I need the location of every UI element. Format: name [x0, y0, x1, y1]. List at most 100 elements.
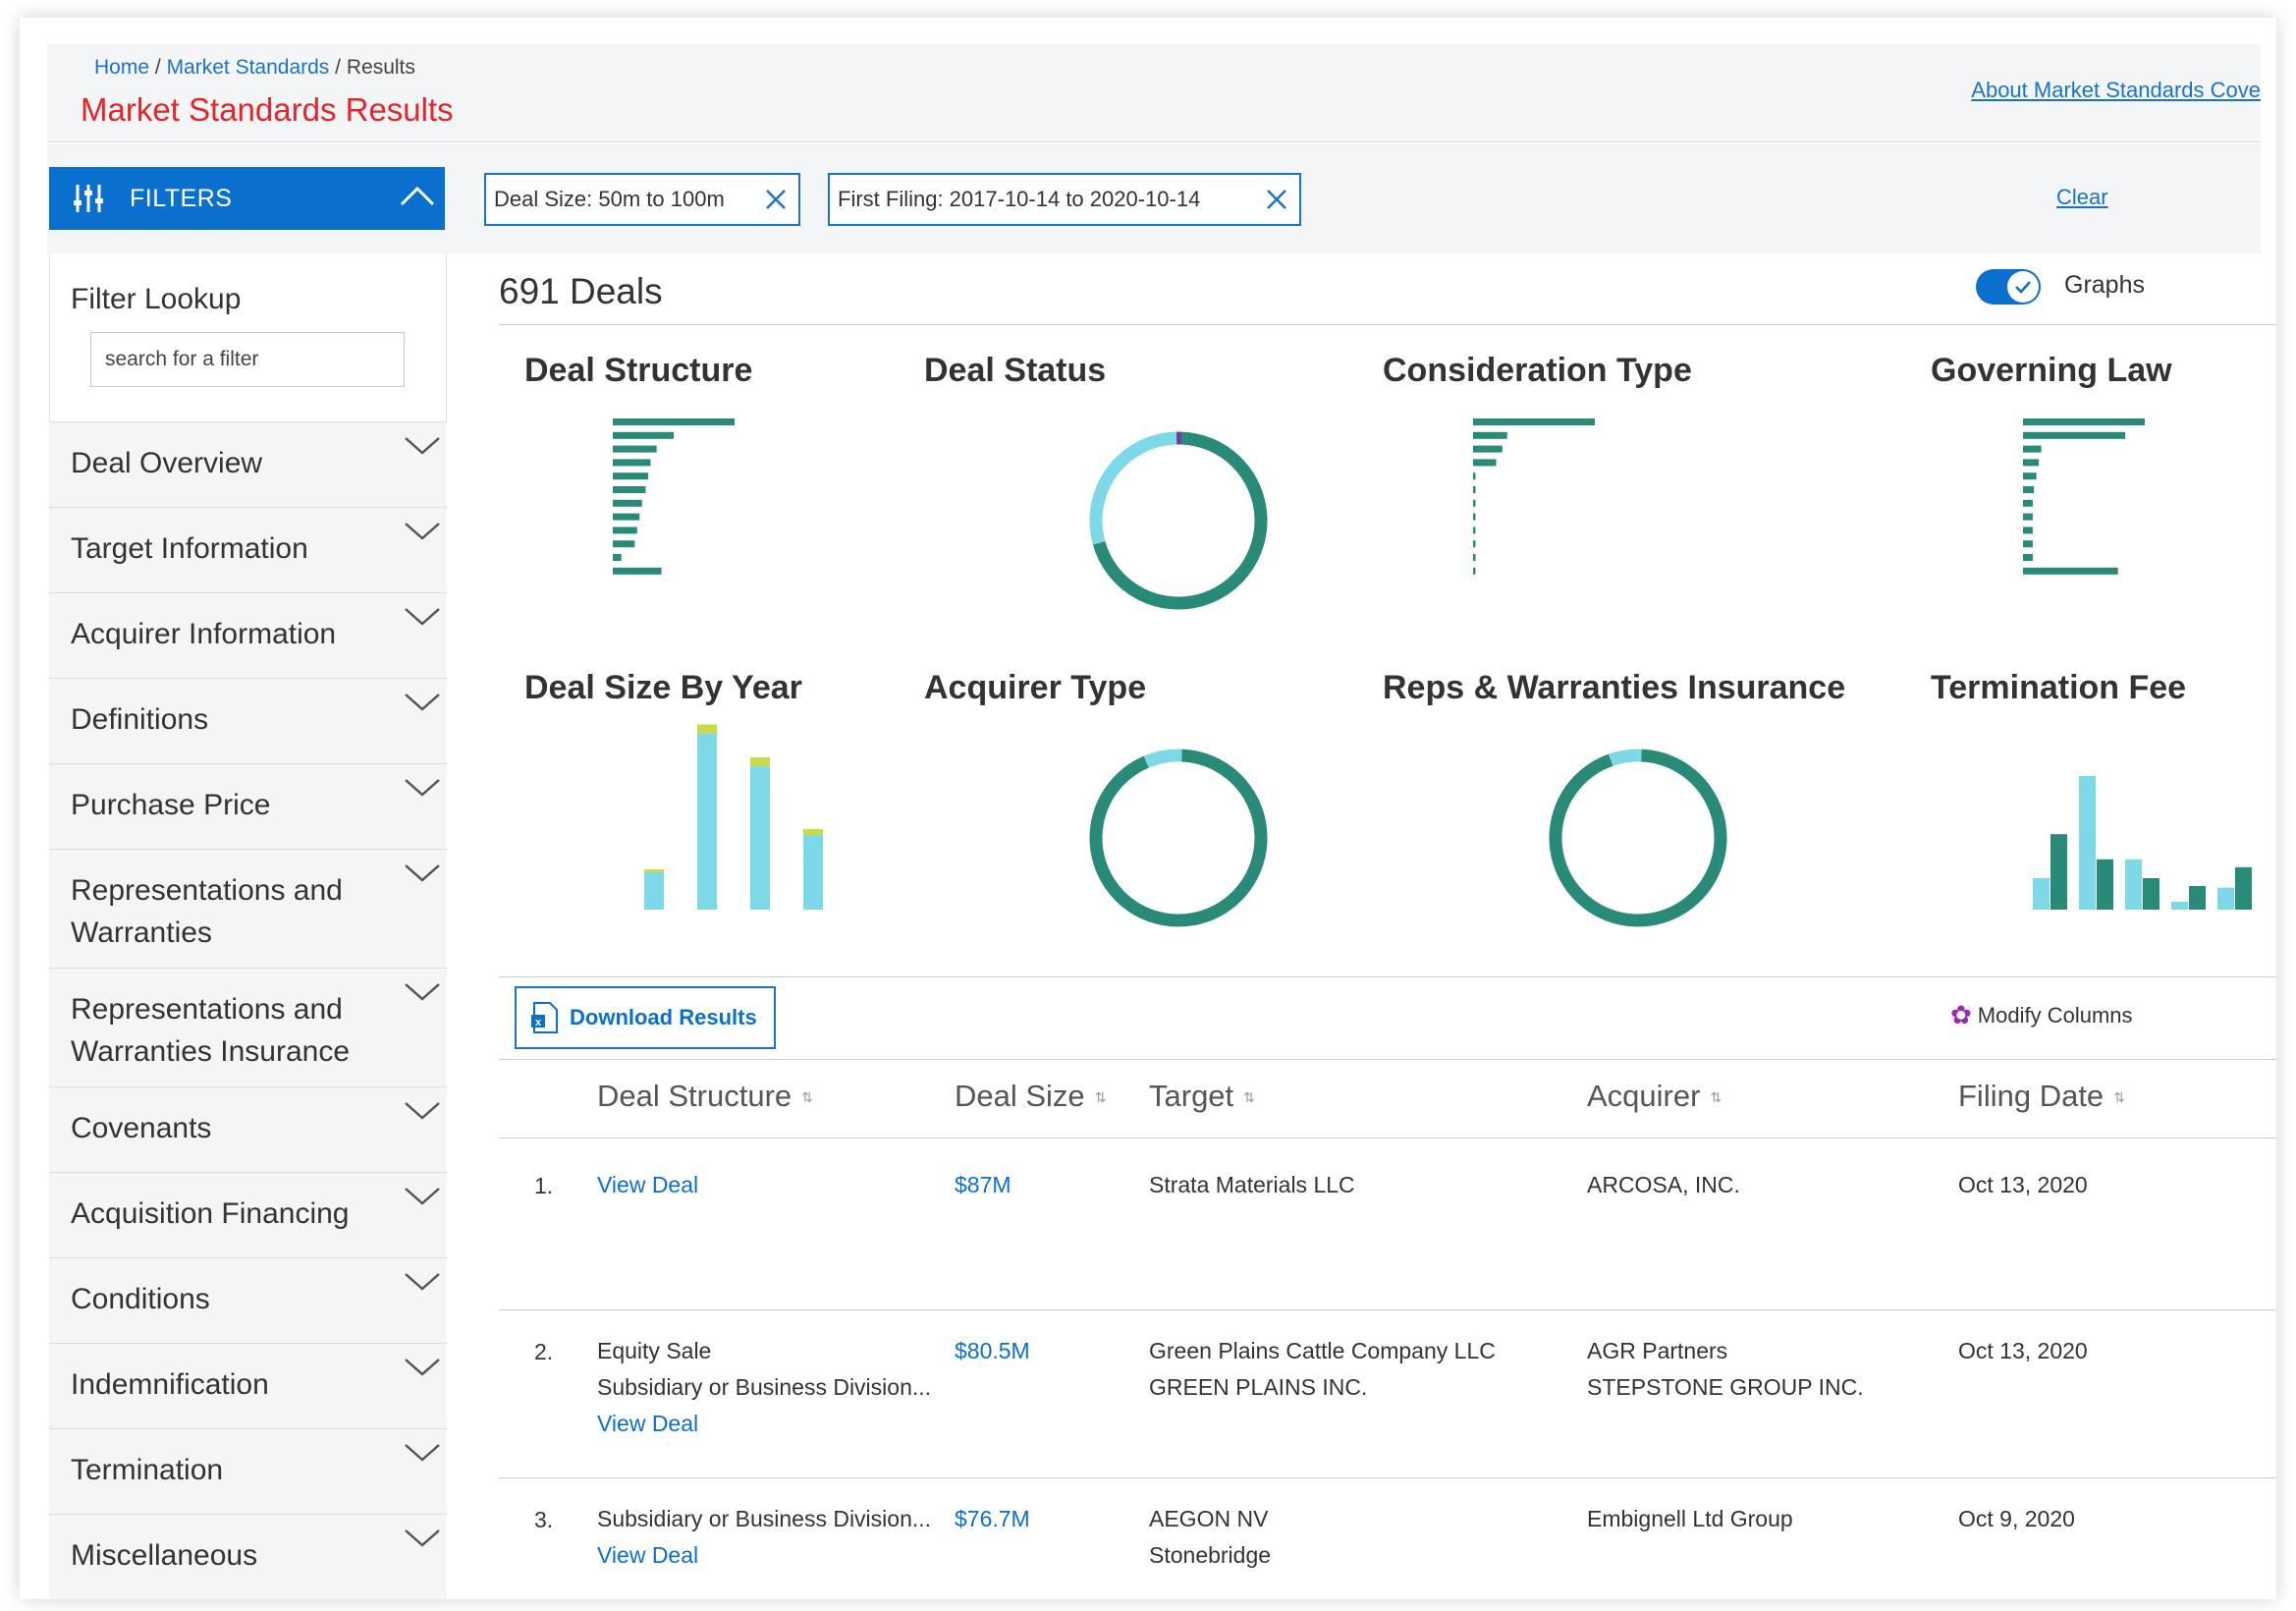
divider — [499, 1138, 2276, 1139]
chevron-down-icon — [405, 1359, 440, 1376]
column-header-label: Filing Date — [1958, 1079, 2105, 1113]
clear-filters-link[interactable]: Clear — [2056, 185, 2108, 209]
chart-bar — [2235, 866, 2252, 910]
filter-chip-label: First Filing: 2017-10-14 to 2020-10-14 — [838, 187, 1201, 211]
chart-bar — [1473, 472, 1476, 480]
filter-lookup-label: Filter Lookup — [71, 283, 242, 315]
chart-bar — [2023, 485, 2035, 493]
breadcrumb-home-link[interactable]: Home — [94, 56, 150, 79]
sidebar-item-covenants[interactable]: Covenants — [49, 1087, 447, 1173]
donut-segment — [1549, 749, 1727, 927]
column-header-filing-date[interactable]: Filing Date ⇅ — [1958, 1079, 2125, 1114]
sort-icon[interactable]: ⇅ — [1094, 1089, 1107, 1106]
sidebar-item-label: Representations and — [71, 993, 343, 1026]
modify-columns-button[interactable]: ✿ Modify Columns — [1950, 1000, 2133, 1030]
row-number: 3. — [534, 1507, 554, 1532]
donut-segment — [1089, 749, 1268, 927]
chart-title: Deal Size By Year — [524, 669, 802, 706]
view-deal-link[interactable]: View Deal — [597, 1172, 699, 1197]
sort-icon[interactable]: ⇅ — [801, 1089, 813, 1106]
sidebar-item-label: Deal Overview — [71, 447, 263, 479]
sidebar-item-indemnification[interactable]: Indemnification — [49, 1344, 447, 1429]
column-header-deal-structure[interactable]: Deal Structure ⇅ — [597, 1079, 813, 1114]
divider — [499, 324, 2276, 325]
close-icon[interactable] — [1264, 187, 1289, 212]
chevron-down-icon — [405, 1273, 440, 1291]
chart-bar — [613, 527, 637, 534]
chevron-down-icon — [405, 1444, 440, 1462]
close-icon[interactable] — [763, 187, 789, 212]
deal-size-by-year-chart — [644, 724, 823, 910]
about-market-standards-link[interactable]: About Market Standards Cove — [1971, 78, 2261, 102]
chart-title: Termination Fee — [1931, 669, 2187, 706]
sidebar-item-representations-and-warranties[interactable]: Representations and Warranties — [49, 850, 447, 969]
filters-toggle-button[interactable]: FILTERS — [49, 167, 445, 230]
deal-size-link[interactable]: $76.7M — [955, 1506, 1030, 1531]
sort-icon[interactable]: ⇅ — [1710, 1089, 1722, 1106]
chart-bar — [2023, 418, 2145, 425]
sidebar-item-label: Miscellaneous — [71, 1539, 258, 1572]
sidebar-item-purchase-price[interactable]: Purchase Price — [49, 764, 447, 850]
deal-size-link[interactable]: $80.5M — [955, 1338, 1030, 1363]
chart-bar — [1473, 418, 1595, 425]
sidebar-item-acquisition-financing[interactable]: Acquisition Financing — [49, 1173, 447, 1258]
sidebar-item-conditions[interactable]: Conditions — [49, 1258, 447, 1344]
column-header-acquirer[interactable]: Acquirer ⇅ — [1587, 1079, 1722, 1114]
deal-structure-chart — [613, 418, 735, 575]
chevron-down-icon — [405, 983, 440, 1001]
chart-bar — [2171, 902, 2188, 910]
acquirer-type-chart — [1089, 749, 1268, 927]
column-header-label: Acquirer — [1587, 1079, 1701, 1113]
target-name: GREEN PLAINS INC. — [1149, 1374, 1368, 1400]
deal-size-link[interactable]: $87M — [955, 1172, 1011, 1197]
sidebar-item-label: Conditions — [71, 1283, 210, 1315]
sidebar-item-miscellaneous[interactable]: Miscellaneous — [49, 1515, 447, 1599]
sort-icon[interactable]: ⇅ — [2113, 1089, 2125, 1106]
page-header: Home / Market Standards / Results Market… — [47, 44, 2261, 142]
sidebar-item-label: Acquisition Financing — [71, 1197, 350, 1230]
sidebar-item-label: Target Information — [71, 532, 308, 565]
chart-bar — [613, 540, 635, 548]
filter-lookup: Filter Lookup — [49, 253, 446, 422]
view-deal-link[interactable]: View Deal — [597, 1542, 699, 1568]
chart-bar — [1473, 431, 1507, 439]
column-header-label: Deal Structure — [597, 1079, 793, 1113]
chart-bar — [2023, 459, 2040, 467]
svg-text:x: x — [535, 1017, 542, 1028]
row-number: 1. — [534, 1173, 554, 1198]
chart-bar — [2097, 859, 2113, 910]
sort-icon[interactable]: ⇅ — [1243, 1089, 1255, 1106]
chart-bar — [613, 472, 648, 480]
sidebar-item-target-information[interactable]: Target Information — [49, 508, 447, 593]
filter-chip-label: Deal Size: 50m to 100m — [494, 187, 725, 211]
column-header-label: Deal Size — [955, 1079, 1085, 1113]
filter-bar: FILTERS Deal Size: 50m to 100m First Fil… — [47, 143, 2261, 253]
chart-bar — [613, 485, 646, 493]
sidebar-item-representations-and-warranties-insurance[interactable]: Representations and Warranties Insurance — [49, 969, 447, 1087]
chart-bar — [750, 766, 770, 910]
chart-bar — [2023, 513, 2033, 521]
chart-bar — [2023, 553, 2033, 561]
sidebar-item-deal-overview[interactable]: Deal Overview — [49, 422, 447, 508]
chart-bar-segment — [644, 868, 664, 872]
graphs-toggle[interactable] — [1976, 269, 2041, 305]
target-name: AEGON NV — [1149, 1506, 1269, 1531]
page-title: Market Standards Results — [81, 91, 454, 128]
download-results-button[interactable]: x Download Results — [515, 986, 776, 1049]
chart-bar — [2143, 878, 2159, 910]
sidebar-item-termination[interactable]: Termination — [49, 1429, 447, 1515]
filter-search-input[interactable] — [90, 332, 405, 387]
chart-bar — [1473, 499, 1476, 507]
column-header-deal-size[interactable]: Deal Size ⇅ — [955, 1079, 1106, 1114]
breadcrumb-market-standards-link[interactable]: Market Standards — [166, 56, 330, 79]
sidebar-item-acquirer-information[interactable]: Acquirer Information — [49, 593, 447, 679]
breadcrumb-current: Results — [346, 56, 415, 79]
filters-toggle-label: FILTERS — [130, 184, 233, 212]
chart-bar — [1473, 553, 1476, 561]
view-deal-link[interactable]: View Deal — [597, 1411, 699, 1436]
sidebar-item-label: Acquirer Information — [71, 618, 337, 650]
sidebar-item-definitions[interactable]: Definitions — [49, 679, 447, 764]
chevron-down-icon — [405, 1102, 440, 1120]
chart-bar — [613, 567, 662, 575]
column-header-target[interactable]: Target ⇅ — [1149, 1079, 1255, 1114]
